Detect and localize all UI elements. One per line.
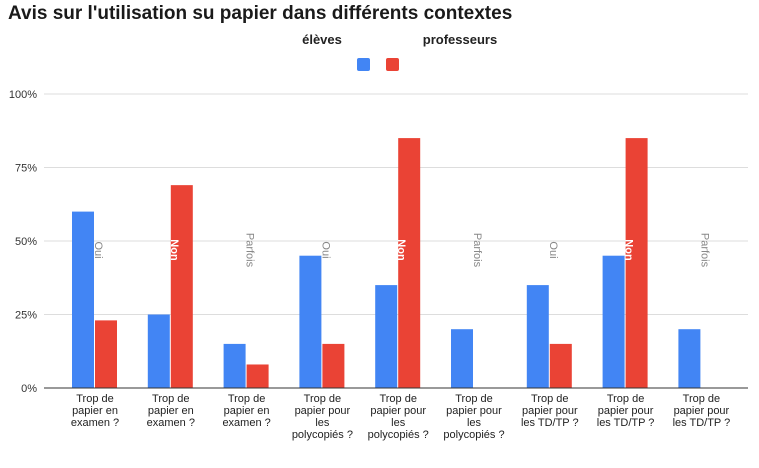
annotation-label: Parfois bbox=[244, 233, 256, 268]
bar-professeurs bbox=[398, 138, 421, 388]
bar-eleves bbox=[602, 255, 625, 388]
category-label: Trop de papier pour les TD/TP ? bbox=[521, 393, 579, 429]
annotation-label: Non bbox=[623, 239, 635, 261]
y-tick-label: 25% bbox=[15, 310, 37, 322]
bar-professeurs bbox=[625, 138, 648, 388]
bar-eleves bbox=[299, 255, 322, 388]
legend-label-eleves: élèves bbox=[302, 32, 342, 47]
category-label: Trop de papier pour les TD/TP ? bbox=[673, 393, 731, 429]
category-label: Trop de papier en examen ? bbox=[71, 393, 119, 429]
annotation-label: Non bbox=[168, 239, 180, 261]
category-label: Trop de papier pour les polycopiés ? bbox=[292, 393, 353, 441]
category-label: Trop de papier pour les polycopiés ? bbox=[443, 393, 504, 441]
bars bbox=[72, 138, 701, 388]
annotation-label: Parfois bbox=[471, 233, 483, 268]
x-axis-categories: Trop de papier en examen ? Trop de papier en… bbox=[71, 393, 730, 441]
y-tick-label: 100% bbox=[9, 89, 37, 101]
legend-label-professeurs: professeurs bbox=[423, 32, 497, 47]
bar-professeurs bbox=[322, 343, 345, 388]
annotation-label: Oui bbox=[319, 241, 331, 258]
bar-eleves bbox=[375, 285, 398, 388]
category-label: Trop de papier pour les TD/TP ? bbox=[597, 393, 655, 429]
bar-professeurs bbox=[170, 185, 193, 388]
bar-professeurs bbox=[549, 343, 572, 388]
annotation-label: Parfois bbox=[698, 233, 710, 268]
y-tick-label: 50% bbox=[15, 236, 37, 248]
bar-professeurs bbox=[246, 364, 269, 388]
y-tick-label: 75% bbox=[15, 163, 37, 175]
category-label: Trop de papier en examen ? bbox=[147, 393, 195, 429]
chart-title: Avis sur l'utilisation su papier dans di… bbox=[8, 3, 512, 24]
category-label: Trop de papier en examen ? bbox=[222, 393, 270, 429]
annotation-label: Non bbox=[395, 239, 407, 261]
bar-eleves bbox=[526, 285, 549, 388]
category-label: Trop de papier pour les polycopiés ? bbox=[368, 393, 429, 441]
legend-swatch-professeurs bbox=[386, 58, 399, 71]
annotation-label: Oui bbox=[92, 241, 104, 258]
legend-swatch-eleves bbox=[357, 58, 370, 71]
bar-professeurs bbox=[95, 320, 117, 388]
y-tick-label: 0% bbox=[21, 383, 37, 395]
legend: élèves professeurs bbox=[302, 32, 497, 71]
annotation-label: Oui bbox=[547, 241, 559, 258]
bar-annotations: Oui Non Parfois Oui Non Parfois Oui Non Parfois bbox=[92, 233, 710, 268]
bar-eleves bbox=[147, 314, 170, 388]
bar-eleves bbox=[223, 343, 246, 388]
bar-eleves bbox=[72, 211, 94, 388]
bar-eleves bbox=[678, 329, 701, 388]
bar-eleves bbox=[451, 329, 473, 388]
y-axis-ticks: 0% 25% 50% 75% 100% bbox=[9, 89, 37, 395]
